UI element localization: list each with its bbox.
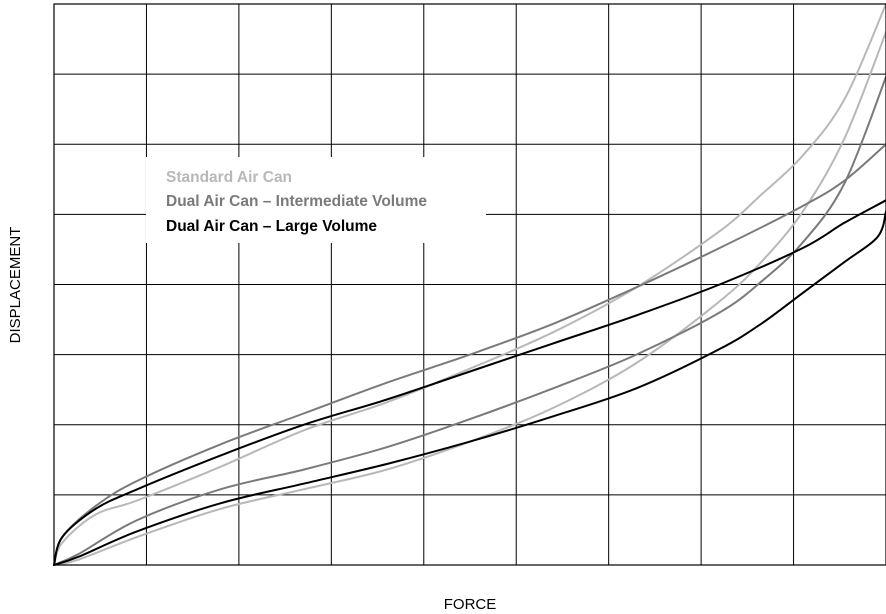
chart-series: [53, 3, 886, 566]
x-axis-label: FORCE: [444, 596, 497, 613]
y-axis-label: DISPLACEMENT: [7, 227, 24, 344]
legend-entry-standard-air-can: Standard Air Can: [166, 169, 292, 186]
series-line-standard-air-can-lower: [53, 31, 886, 566]
plot-frame: [53, 3, 886, 566]
series-line-dual-air-can-intermediate-volume-upper: [53, 143, 886, 566]
series-line-dual-air-can-large-volume-lower: [53, 210, 886, 566]
legend-entry-dual-air-can-large: Dual Air Can – Large Volume: [166, 218, 377, 235]
legend: Standard Air Can Dual Air Can – Intermed…: [166, 169, 427, 235]
series-line-dual-air-can-large-volume-upper: [53, 199, 886, 566]
series-line-dual-air-can-intermediate-volume-lower: [53, 75, 886, 566]
legend-background: [146, 157, 486, 243]
chart-grid: [54, 4, 886, 565]
legend-entry-dual-air-can-intermediate: Dual Air Can – Intermediate Volume: [166, 193, 427, 210]
series-line-standard-air-can-upper: [53, 3, 886, 566]
